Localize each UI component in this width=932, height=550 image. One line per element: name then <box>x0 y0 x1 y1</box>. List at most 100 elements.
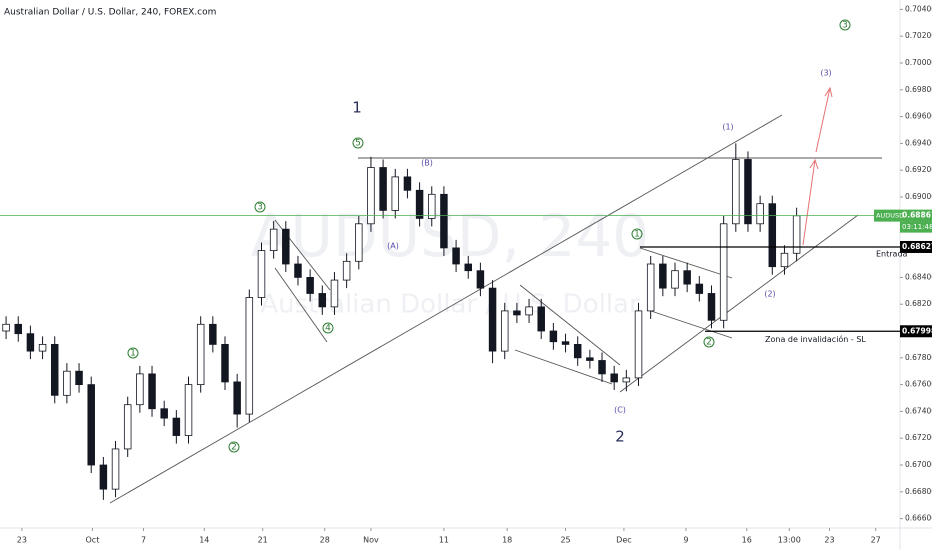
trend-line <box>109 114 783 504</box>
price-label: 0.68627 <box>902 242 932 251</box>
candle-body <box>160 408 168 419</box>
wave-label: (C) <box>614 406 626 415</box>
price-label-box <box>900 325 932 338</box>
candle-body <box>646 263 655 312</box>
trend-line <box>514 349 613 385</box>
trend-line <box>619 214 859 393</box>
wave-label: 3 <box>257 203 263 213</box>
price-label: 0.68861 <box>902 211 932 220</box>
watermark-symbol: AUDUSD, 240 <box>251 202 649 270</box>
wave-label: 3 <box>842 21 848 31</box>
candle-body <box>269 228 278 251</box>
x-tick-label: 27 <box>871 536 881 545</box>
candle-body <box>683 270 691 285</box>
candle-body <box>792 215 801 254</box>
candle-body <box>50 344 59 396</box>
wave-circle <box>631 228 643 240</box>
wave-label: (1) <box>722 123 733 132</box>
candle-body <box>513 310 521 316</box>
chart-title: Australian Dollar / U.S. Dollar, 240, FO… <box>4 8 216 18</box>
x-tick-label: Nov <box>363 536 379 545</box>
x-tick-label: 9 <box>683 536 688 545</box>
candle-body <box>537 306 545 332</box>
trend-line <box>639 247 733 279</box>
candle-body <box>63 370 71 396</box>
candle-body <box>756 203 764 225</box>
candle-body <box>367 167 375 225</box>
candle-body <box>586 357 594 361</box>
wave-label: (A) <box>387 242 399 251</box>
x-tick-label: 14 <box>199 536 209 545</box>
wave-circle <box>254 201 266 213</box>
y-tick-label: 0.70400 <box>905 4 932 13</box>
candle-body <box>464 263 472 272</box>
candle-body <box>695 283 704 294</box>
candle-body <box>75 370 83 386</box>
watermark: AUDUSD, 240 Australian Dollar / U.S. Dol… <box>251 202 649 319</box>
x-tick-label: 16 <box>742 536 752 545</box>
watermark-description: Australian Dollar / U.S. Dollar <box>260 290 640 320</box>
candle-body <box>245 297 254 415</box>
candle-body <box>610 373 618 383</box>
candle-body <box>561 341 570 345</box>
countdown-label: 03:11:48 <box>902 223 932 231</box>
wave-label: 2 <box>231 443 237 453</box>
wave-label: (3) <box>820 69 831 78</box>
candle-body <box>342 260 351 281</box>
candle-body <box>744 159 752 225</box>
x-tick-label: 25 <box>560 536 570 545</box>
candle-body <box>123 404 132 450</box>
candle-body <box>549 330 558 343</box>
candle-body <box>732 159 740 225</box>
candle-body <box>2 323 10 332</box>
candle-body <box>391 176 400 211</box>
candle-body <box>379 167 387 211</box>
candle-body <box>780 252 789 268</box>
x-tick-label: 7 <box>141 536 146 545</box>
countdown-box <box>900 221 932 233</box>
candle-body <box>634 310 643 379</box>
candle-body <box>136 373 144 406</box>
candle-body <box>415 189 424 219</box>
wave-label: 5 <box>355 139 361 149</box>
wave-label: (B) <box>421 159 433 168</box>
candle-body <box>719 223 728 321</box>
wave-circle <box>352 137 364 149</box>
candle-body <box>257 250 266 298</box>
x-tick-label: 11 <box>439 536 449 545</box>
trend-line <box>647 309 733 339</box>
candle-body <box>500 310 509 352</box>
candle-body <box>282 228 290 265</box>
candle-body <box>233 381 241 415</box>
x-tick-label: 18 <box>502 536 512 545</box>
x-tick-label: 21 <box>258 536 268 545</box>
candle-body <box>38 344 47 352</box>
wave-circle <box>127 347 139 359</box>
candle-body <box>221 344 229 383</box>
price-label: 0.67998 <box>902 326 932 335</box>
candle-body <box>294 263 302 278</box>
trend-line <box>274 267 328 343</box>
candle-body <box>525 306 533 316</box>
price-line-name: Entrada <box>876 249 908 258</box>
candle-body <box>26 333 35 352</box>
x-tick-label: 23 <box>824 536 834 545</box>
candle-body <box>172 417 181 436</box>
candle-body <box>87 384 95 466</box>
trend-line <box>519 284 621 366</box>
candle-body <box>184 384 193 436</box>
wave-label: 1 <box>130 349 136 359</box>
wave-circle <box>228 441 240 453</box>
candle-body <box>403 176 412 191</box>
candle-body <box>707 293 716 321</box>
price-label-box <box>900 240 932 253</box>
